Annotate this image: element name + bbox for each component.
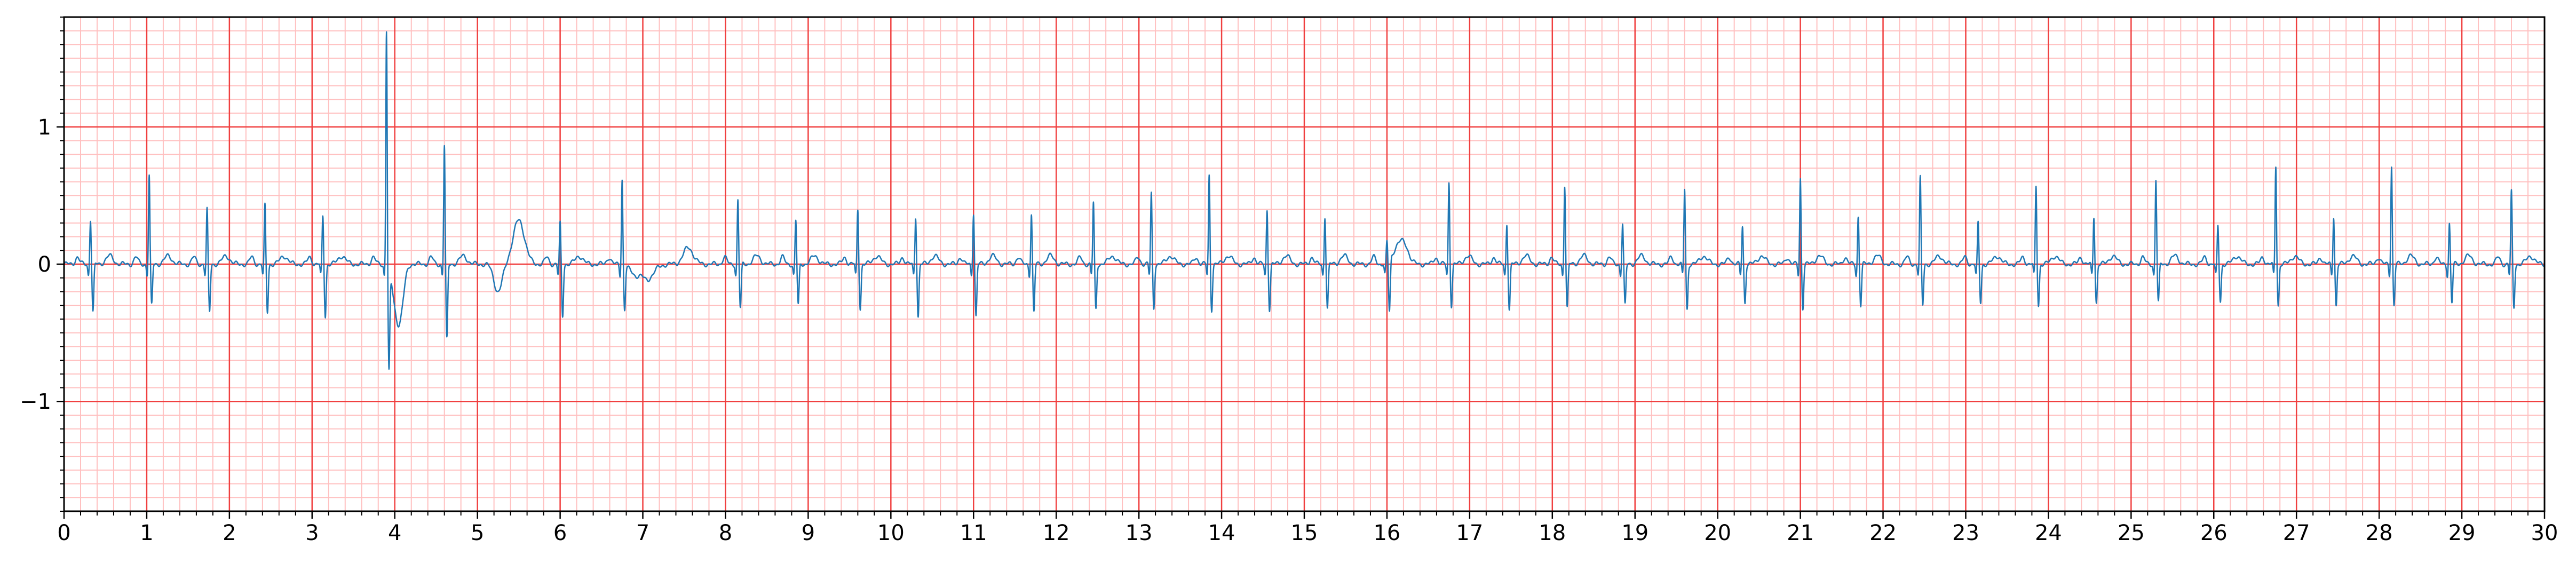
x-tick-label: 12 xyxy=(1043,521,1070,545)
y-tick-label: 1 xyxy=(38,115,51,140)
x-axis: 0 1 2 3 4 5 6 7 8 9 10 11 12 13 14 15 16 17 18 19 20 21 22 23 24… xyxy=(57,511,2558,545)
x-tick-label: 13 xyxy=(1125,521,1153,545)
x-tick-label: 11 xyxy=(960,521,987,545)
x-tick-label: 26 xyxy=(2200,521,2228,545)
x-tick-label: 7 xyxy=(636,521,649,545)
x-tick-label: 30 xyxy=(2531,521,2558,545)
x-tick-label: 21 xyxy=(1787,521,1814,545)
x-tick-label: 6 xyxy=(553,521,567,545)
x-tick-label: 25 xyxy=(2118,521,2145,545)
x-tick-label: 22 xyxy=(1869,521,1897,545)
x-tick-label: 29 xyxy=(2448,521,2476,545)
x-tick-label: 2 xyxy=(223,521,236,545)
x-tick-label: 27 xyxy=(2283,521,2310,545)
x-tick-label: 15 xyxy=(1291,521,1318,545)
x-tick-label: 3 xyxy=(305,521,319,545)
x-tick-label: 18 xyxy=(1539,521,1566,545)
x-tick-label: 24 xyxy=(2035,521,2062,545)
x-tick-label: 28 xyxy=(2366,521,2393,545)
x-tick-label: 4 xyxy=(388,521,401,545)
ecg-series-line xyxy=(63,31,2545,370)
x-tick-label: 17 xyxy=(1456,521,1483,545)
x-tick-label: 20 xyxy=(1704,521,1731,545)
x-tick-label: 19 xyxy=(1621,521,1648,545)
y-axis: −1 0 1 xyxy=(20,17,64,512)
y-tick-label: −1 xyxy=(20,390,51,414)
x-tick-label: 1 xyxy=(140,521,153,545)
x-tick-label: 14 xyxy=(1208,521,1235,545)
x-tick-label: 16 xyxy=(1373,521,1400,545)
x-tick-label: 5 xyxy=(471,521,484,545)
x-tick-label: 10 xyxy=(877,521,905,545)
y-tick-label: 0 xyxy=(38,252,51,277)
ecg-trace xyxy=(63,31,2545,370)
x-tick-label: 23 xyxy=(1952,521,1979,545)
x-tick-label: 9 xyxy=(802,521,815,545)
x-tick-label: 0 xyxy=(57,521,70,545)
x-tick-label: 8 xyxy=(719,521,732,545)
